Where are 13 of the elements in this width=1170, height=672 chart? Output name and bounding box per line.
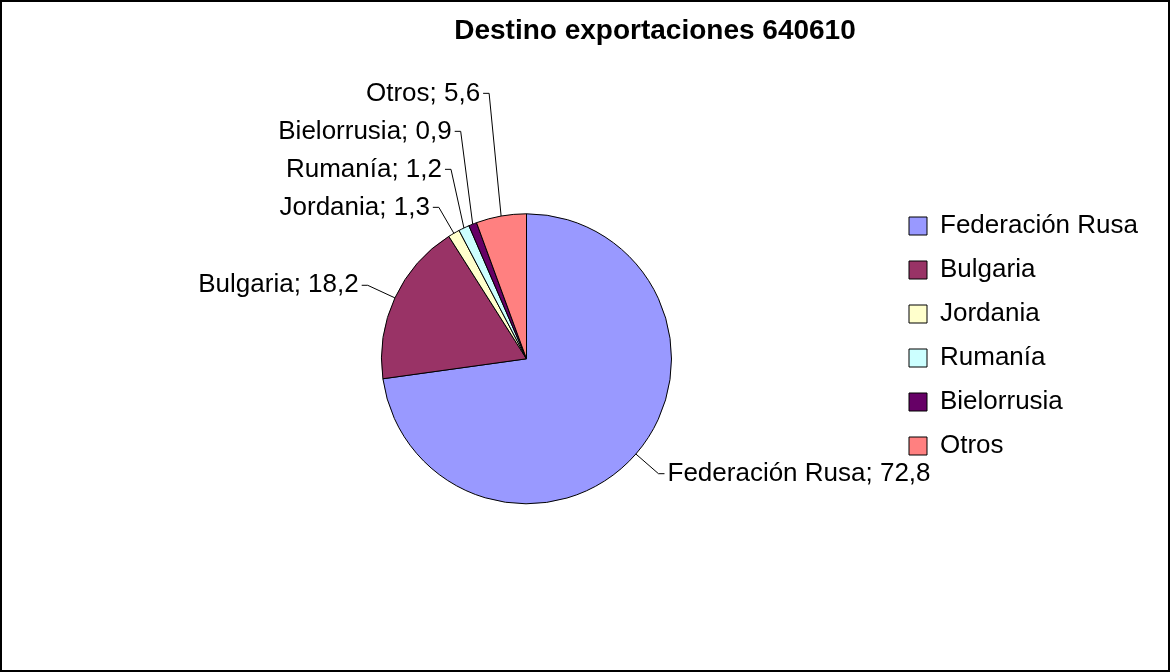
legend-label: Otros xyxy=(940,429,1004,460)
data-label: Jordania; 1,3 xyxy=(279,190,430,221)
legend-label: Jordania xyxy=(940,297,1041,328)
legend-label: Bulgaria xyxy=(940,253,1036,284)
legend-label: Bielorrusia xyxy=(940,385,1064,416)
data-label: Bulgaria; 18,2 xyxy=(198,268,359,299)
chart-title: Destino exportaciones 640610 xyxy=(454,13,856,45)
data-label: Rumanía; 1,2 xyxy=(285,152,442,183)
legend-label: Rumanía xyxy=(940,341,1047,372)
data-label: Bielorrusia; 0,9 xyxy=(278,114,452,145)
legend-label: Federación Rusa xyxy=(940,209,1139,240)
data-label: Federación Rusa; 72,8 xyxy=(667,456,931,487)
data-label: Otros; 5,6 xyxy=(365,76,481,107)
